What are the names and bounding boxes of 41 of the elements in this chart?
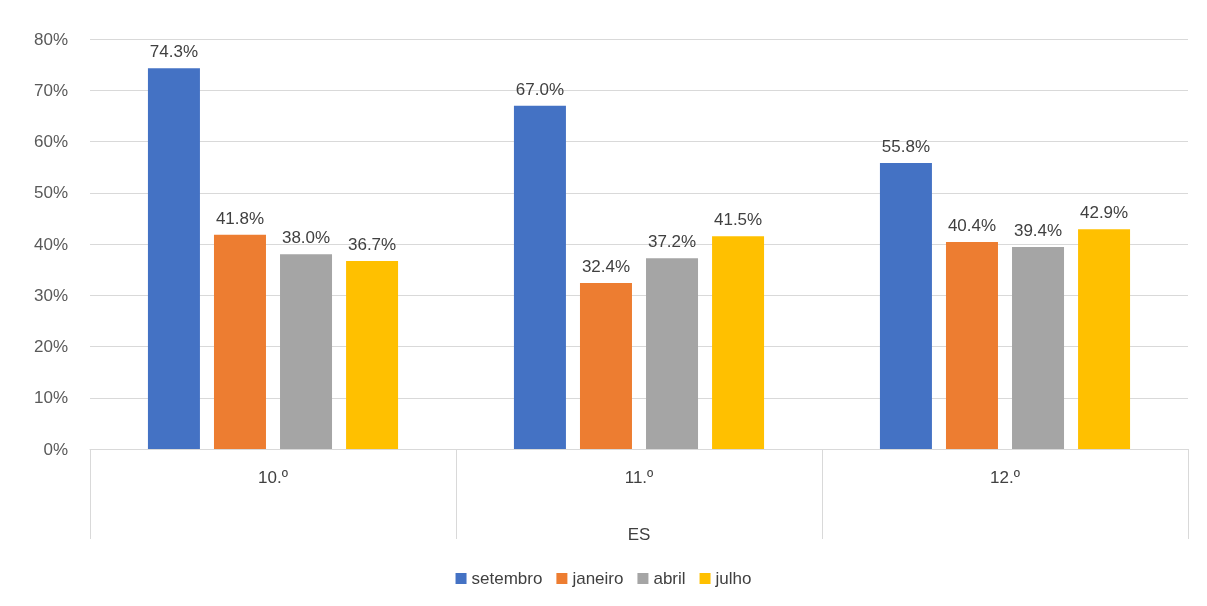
y-tick-label: 80% <box>33 29 68 49</box>
data-label: 42.9% <box>1079 203 1129 223</box>
data-label: 41.8% <box>215 208 265 228</box>
y-tick-label: 60% <box>33 132 68 151</box>
bar <box>147 68 200 449</box>
y-tick-label: 40% <box>33 234 68 254</box>
y-tick-label: 50% <box>33 183 68 203</box>
bar <box>1078 229 1131 449</box>
legend-label: abril <box>653 569 686 588</box>
data-label: 74.3% <box>149 42 199 62</box>
data-label: 55.8% <box>881 137 931 157</box>
bar <box>945 241 998 449</box>
data-label: 39.4% <box>1013 221 1063 241</box>
bar <box>346 260 399 449</box>
data-label: 41.5% <box>713 210 763 230</box>
y-tick-label: 20% <box>33 337 68 356</box>
bar <box>213 234 266 449</box>
bar <box>280 254 333 449</box>
bar <box>712 236 765 449</box>
y-tick-label: 10% <box>33 388 68 408</box>
data-label: 38.0% <box>281 228 331 248</box>
x-axis-title: ES <box>627 525 651 544</box>
bar <box>1012 247 1065 449</box>
bar <box>879 163 932 449</box>
data-label: 32.4% <box>581 256 631 276</box>
x-tick-label: 12.º <box>990 468 1020 487</box>
legend-label: janeiro <box>571 569 624 588</box>
bar <box>579 282 632 449</box>
data-label: 37.2% <box>647 232 697 252</box>
y-tick-label: 30% <box>33 285 68 305</box>
legend-label: julho <box>714 569 752 588</box>
y-tick-label: 0% <box>43 439 68 459</box>
x-tick-label: 11.º <box>624 468 654 487</box>
y-tick-label: 70% <box>33 80 68 100</box>
bar <box>646 258 699 449</box>
x-tick-label: 10.º <box>258 468 288 487</box>
data-label: 67.0% <box>515 79 565 99</box>
bar <box>513 105 566 449</box>
legend-label: setembro <box>471 569 543 588</box>
data-label: 40.4% <box>947 215 997 235</box>
data-label: 36.7% <box>347 234 397 254</box>
